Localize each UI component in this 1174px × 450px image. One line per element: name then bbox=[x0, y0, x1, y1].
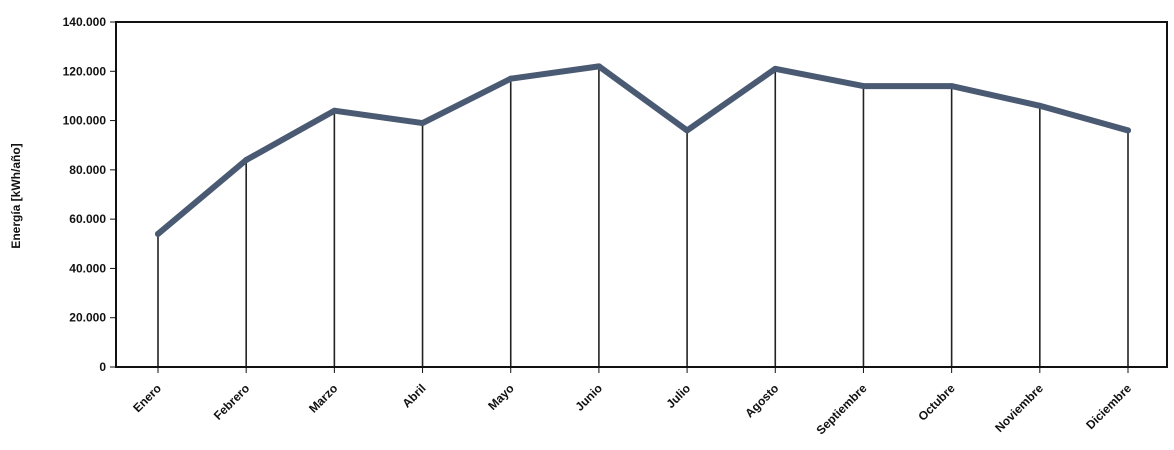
data-point bbox=[1036, 102, 1043, 109]
data-point bbox=[331, 107, 338, 114]
data-point bbox=[507, 75, 514, 82]
y-tick-label: 60.000 bbox=[69, 212, 106, 226]
x-tick-label: Diciembre bbox=[1083, 381, 1134, 432]
x-tick-label: Enero bbox=[130, 381, 164, 415]
x-tick-label: Junio bbox=[573, 381, 606, 414]
x-tick-label: Mayo bbox=[485, 381, 517, 413]
data-point bbox=[595, 63, 602, 70]
x-tick-label: Agosto bbox=[742, 381, 781, 420]
data-point bbox=[1125, 127, 1131, 134]
y-axis-title: Energía [kWh/año] bbox=[9, 143, 23, 248]
y-tick-label: 100.000 bbox=[63, 114, 107, 128]
plot-frame bbox=[115, 21, 1168, 368]
x-tick-label: Noviembre bbox=[992, 381, 1046, 435]
x-tick-label: Octubre bbox=[915, 381, 958, 424]
data-point bbox=[860, 83, 867, 90]
y-tick-label: 40.000 bbox=[69, 261, 106, 275]
data-point bbox=[155, 230, 161, 237]
series-line bbox=[155, 63, 1131, 237]
x-axis-ticks: Enero Febrero Marzo Abril Mayo Junio Julio Agos… bbox=[130, 367, 1134, 437]
data-point bbox=[772, 65, 779, 72]
x-tick-label: Abril bbox=[399, 381, 428, 410]
y-tick-label: 0 bbox=[99, 360, 106, 374]
y-tick-label: 20.000 bbox=[69, 311, 106, 325]
data-point bbox=[948, 83, 955, 90]
series-line-group bbox=[155, 63, 1131, 237]
y-axis-ticks: 0 20.000 40.000 60.000 80.000 100.000 120.000 1… bbox=[63, 15, 116, 374]
drop-lines bbox=[157, 66, 1129, 367]
y-tick-label: 140.000 bbox=[63, 15, 107, 29]
data-point bbox=[243, 157, 250, 163]
y-tick-label: 80.000 bbox=[69, 163, 106, 177]
x-tick-label: Marzo bbox=[306, 381, 340, 415]
y-tick-label: 120.000 bbox=[63, 64, 107, 78]
x-tick-label: Febrero bbox=[211, 381, 252, 422]
y-axis-title-group: Energía [kWh/año] bbox=[9, 143, 23, 248]
x-tick-label: Septiembre bbox=[813, 381, 869, 437]
data-point bbox=[684, 127, 691, 134]
data-point bbox=[419, 120, 426, 127]
x-tick-label: Julio bbox=[664, 381, 694, 411]
